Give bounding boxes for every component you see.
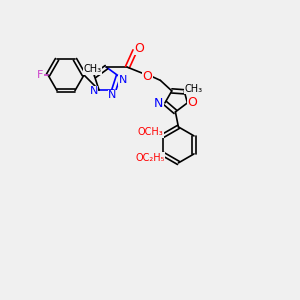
Text: N: N bbox=[89, 86, 98, 97]
Text: N: N bbox=[154, 97, 164, 110]
Text: O: O bbox=[134, 42, 144, 55]
Text: CH₃: CH₃ bbox=[184, 84, 202, 94]
Text: O: O bbox=[142, 70, 152, 83]
Text: O: O bbox=[188, 96, 197, 110]
Text: N: N bbox=[108, 90, 116, 100]
Text: OCH₃: OCH₃ bbox=[138, 127, 164, 137]
Text: OC₂H₅: OC₂H₅ bbox=[136, 152, 165, 163]
Text: N: N bbox=[119, 75, 127, 85]
Text: CH₃: CH₃ bbox=[84, 64, 102, 74]
Text: F: F bbox=[37, 70, 44, 80]
